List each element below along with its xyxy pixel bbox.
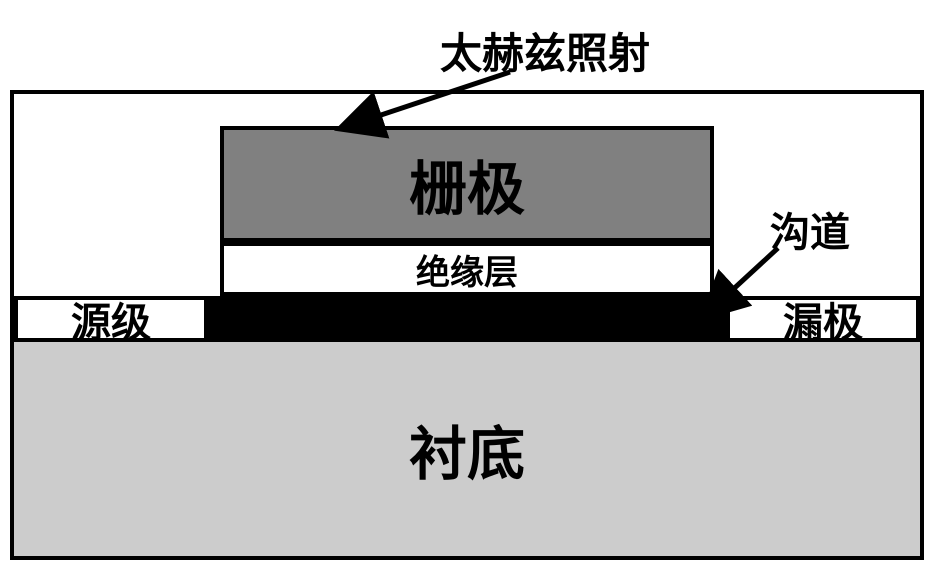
insulator-label: 绝缘层 — [416, 245, 518, 294]
substrate-layer: 衬底 — [14, 342, 920, 556]
drain-electrode: 漏极 — [726, 296, 920, 342]
channel-layer — [208, 296, 726, 342]
thz-annotation-text: 太赫兹照射 — [440, 20, 650, 81]
gate-label: 栅极 — [409, 142, 525, 226]
source-electrode: 源级 — [14, 296, 208, 342]
gate-layer: 栅极 — [220, 126, 714, 242]
drain-label: 漏极 — [783, 290, 863, 348]
thz-label: 太赫兹照射 — [440, 32, 650, 78]
source-label: 源级 — [71, 290, 151, 348]
insulator-layer: 绝缘层 — [220, 242, 714, 296]
substrate-label: 衬底 — [409, 407, 525, 491]
channel-annotation-label: 沟道 — [770, 210, 850, 255]
channel-annotation-text: 沟道 — [770, 200, 850, 258]
